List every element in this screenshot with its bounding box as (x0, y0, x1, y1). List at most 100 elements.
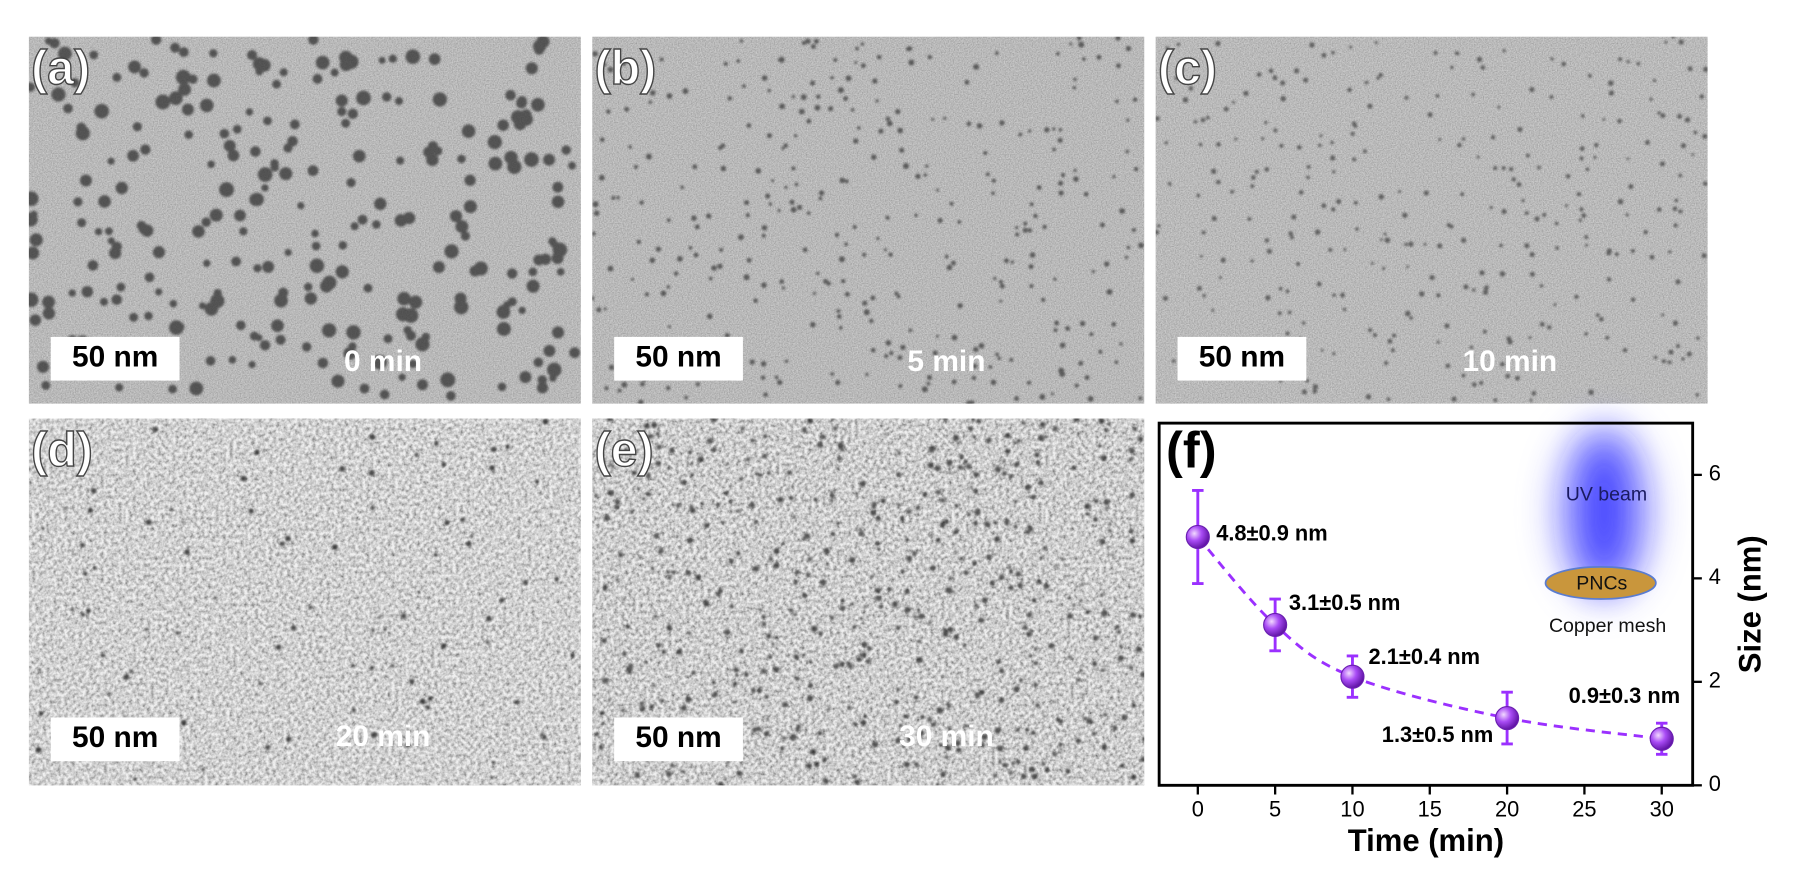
nanocrystal (999, 120, 1005, 126)
nanocrystal (1287, 310, 1292, 315)
scale-bar-label: 50 nm (72, 721, 158, 754)
nanocrystal (1028, 766, 1035, 773)
nanocrystal (972, 363, 978, 369)
nanocrystal (1330, 140, 1334, 145)
nanocrystal (680, 185, 685, 190)
nanocrystal (724, 490, 730, 496)
nanocrystal (719, 247, 724, 252)
nanocrystal (726, 760, 730, 764)
nanocrystal (1202, 294, 1206, 298)
nanocrystal (651, 684, 655, 688)
nanocrystal (742, 84, 746, 88)
nanocrystal (1347, 87, 1352, 93)
nanocrystal (188, 74, 198, 84)
nanocrystal (906, 736, 912, 742)
nanocrystal (729, 603, 734, 609)
nanocrystal (28, 191, 39, 207)
nanocrystal (371, 628, 375, 633)
nanocrystal (1264, 120, 1268, 125)
nanocrystal (995, 352, 999, 357)
nanocrystal (1579, 146, 1585, 151)
nanocrystal (1332, 351, 1336, 356)
nanocrystal (659, 57, 664, 62)
nanocrystal (998, 574, 1005, 580)
nanocrystal (656, 444, 662, 450)
nanocrystals (35, 418, 575, 781)
nanocrystal (368, 469, 375, 476)
nanocrystal (608, 364, 615, 371)
nanocrystal (761, 282, 767, 288)
nanocrystal (795, 676, 800, 682)
nanocrystal (639, 701, 644, 706)
nanocrystal (697, 456, 704, 463)
nanocrystal (807, 556, 812, 562)
nanocrystal (1101, 744, 1108, 750)
nanocrystal (607, 489, 615, 497)
nanocrystal (250, 192, 264, 207)
nanocrystal (682, 88, 689, 95)
nanocrystal (823, 278, 829, 284)
nanocrystal (107, 691, 111, 696)
nanocrystal (1469, 345, 1474, 350)
nanocrystal (1085, 609, 1090, 615)
nanocrystal (661, 649, 667, 655)
nanocrystal (1256, 72, 1262, 77)
nanocrystal (1140, 671, 1145, 678)
nanocrystal (906, 46, 911, 52)
nanocrystal (533, 357, 544, 368)
nanocrystal (794, 182, 799, 187)
nanocrystal (1138, 242, 1144, 249)
x-axis-title: Time (min) (1348, 823, 1504, 858)
nanocrystal (1549, 95, 1554, 99)
nanocrystal (792, 514, 797, 519)
uv-beam (1578, 440, 1630, 583)
nanocrystal (1178, 67, 1184, 73)
nanocrystal (927, 717, 933, 722)
nanocrystal (974, 603, 979, 608)
nanocrystal (978, 617, 985, 624)
nanocrystal (275, 334, 286, 345)
nanocrystal (1103, 499, 1110, 506)
nanocrystal (766, 717, 770, 721)
nanocrystal (1303, 391, 1307, 395)
nanocrystal (887, 586, 892, 592)
nanocrystal (1008, 585, 1014, 591)
nanocrystal (902, 163, 909, 170)
nanocrystal (690, 461, 694, 465)
nanocrystal (936, 707, 943, 714)
nanocrystal (199, 98, 214, 113)
nanocrystal (693, 252, 699, 258)
nanocrystal (805, 38, 811, 44)
nanocrystal (761, 75, 768, 81)
nanocrystal (908, 328, 913, 333)
nanocrystal (782, 701, 788, 708)
nanocrystal (1093, 516, 1099, 523)
nanocrystal (1630, 297, 1636, 302)
nanocrystal (1350, 131, 1355, 136)
nanocrystal (1093, 498, 1099, 504)
nanocrystal (601, 721, 605, 725)
nanocrystal (844, 242, 848, 247)
nanocrystal (1550, 57, 1554, 61)
nanocrystal (1336, 199, 1342, 205)
nanocrystal (1643, 229, 1648, 235)
nanocrystal (687, 450, 693, 455)
nanocrystal (370, 505, 375, 510)
nanocrystal (547, 362, 562, 378)
nanocrystal (297, 202, 305, 210)
nanocrystal (765, 633, 772, 639)
nanocrystal (432, 92, 447, 107)
nanocrystal (596, 307, 602, 313)
nanocrystal (1696, 336, 1700, 340)
nanocrystal (998, 697, 1005, 704)
nanocrystal (1436, 293, 1441, 298)
nanocrystal (28, 82, 36, 92)
nanocrystal (470, 534, 474, 538)
nanocrystal (946, 460, 953, 467)
nanocrystal (1433, 50, 1438, 55)
nanocrystal (916, 656, 923, 664)
nanocrystal (592, 231, 596, 236)
nanocrystal (1243, 90, 1249, 97)
nanocrystal (964, 724, 968, 728)
nanocrystal (927, 462, 934, 469)
